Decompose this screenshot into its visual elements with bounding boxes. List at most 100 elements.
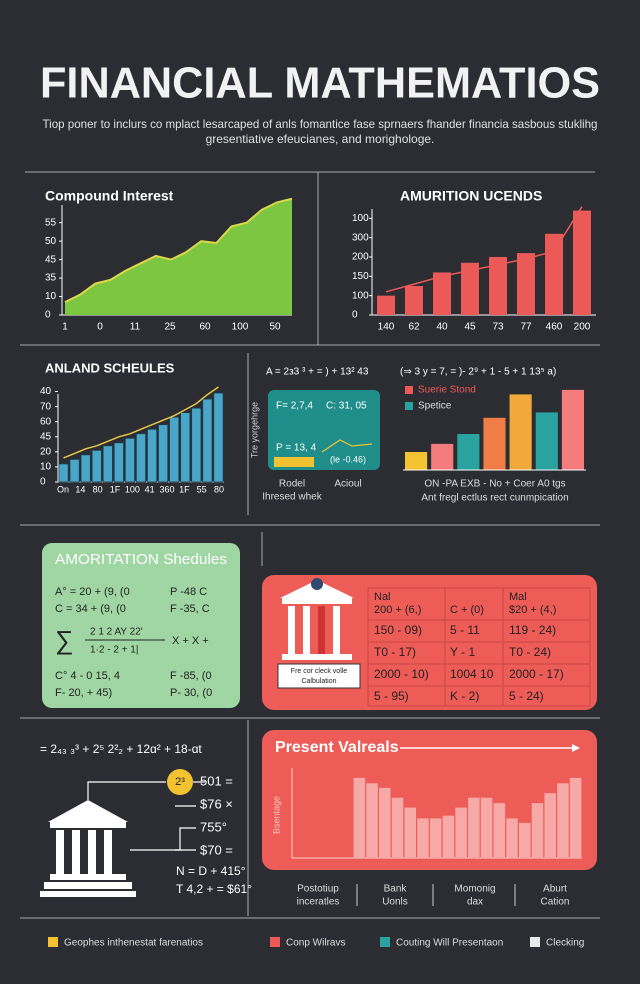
caption-dividers [356,884,516,906]
y-tick-label: 0 [352,310,358,321]
badge [167,769,193,795]
x-tick-label: 40 [436,322,448,333]
x-tick-label: 25 [164,322,176,333]
y-tick-label: 55 [45,217,57,228]
title-arrow-head [572,744,580,752]
bar [353,777,366,858]
decor-bar [274,457,314,467]
area-edge [64,197,293,303]
bar [561,389,584,470]
formula: X + X + [172,635,209,647]
x-tick-label: 45 [464,322,476,333]
caption-card [277,663,361,689]
bar [468,797,480,858]
caption: Ant fregl ectlus rect cunmpication [421,493,568,504]
formula-item: (le -0.46) [330,454,366,464]
x-tick-label: 14 [75,484,85,494]
bar [531,803,544,858]
legend-swatch [48,937,58,947]
bar [113,442,124,483]
x-tick-label: 1 [62,322,68,333]
caption: Uonls [382,897,408,908]
formula: F- 20, + 45) [55,687,112,699]
caption: Postotiup [297,884,339,895]
y-tick-label: 70 [40,401,52,412]
panel-title: Compound Interest [45,188,174,204]
formula: 1·2 - 2 + 1| [90,645,138,656]
bar [573,210,591,315]
table-cell: 2000 - 10) [374,667,429,681]
bar [202,398,213,483]
x-tick-label: 100 [125,484,140,494]
bar [442,815,455,858]
bar [405,452,428,470]
x-tick-label: 80 [93,484,103,494]
y-tick-label: 50 [45,236,57,247]
table-header: Mal [509,591,527,603]
x-tick-label: 80 [214,484,224,494]
bar [544,793,556,858]
table-cell: T0 - 24) [509,645,551,659]
bar [433,272,451,315]
x-tick-label: 55 [197,484,207,494]
caption: Ihresed whek [262,492,322,503]
table-header: Nal [374,591,391,603]
formula: F -35, C [170,603,210,615]
table-cell: K - 2) [450,689,479,703]
formula: = 2₄₃ ₃³ + 2⁵ 2²₂ + 12ɑ² + 18-ɑt [40,742,202,756]
formula: C = 34 + (9, (0 [55,603,126,615]
caption: dax [467,897,483,908]
y-tick-label: 0 [45,310,51,321]
bar [58,463,69,483]
y-tick-label: 100 [352,290,369,301]
bar [91,449,102,483]
panel-title: Present Valreals [275,739,399,756]
bar [147,428,158,483]
table-cell: T0 - 17) [374,645,416,659]
y-tick-label: 10 [45,291,57,302]
subtitle: gresentiative efeucianes, and morigholog… [206,132,435,146]
y-tick-label: 40 [40,386,52,397]
formula: A = 2з3 ³ + = ) + 13² 43 [266,367,369,378]
panel-title: ANLAND SCHEULES [45,360,175,375]
bar [417,818,429,858]
bar [517,253,535,315]
bar [455,807,467,858]
table-header: 200 + (6,) [374,604,421,616]
caption: inceratles [297,897,340,908]
formula: F -85, (0 [170,670,212,682]
bar [535,412,558,470]
bar [80,454,91,483]
table-cell: 5 - 24) [509,689,544,703]
y-tick-label: 200 [352,252,369,263]
x-tick-label: 460 [546,322,563,333]
legend-label: Couting Will Presentaon [396,938,503,949]
table-header: $20 + (4,) [509,604,556,616]
bar [518,822,531,858]
formula: (⇒ 3 y = 7, = )- 2⁹ + 1 - 5 + 1 13⁵ a) [400,367,556,378]
x-tick-label: 50 [269,322,281,333]
legend-swatch [380,937,390,947]
caption: Rodel [279,479,305,490]
legend-label: Conp Wilravs [286,938,345,949]
panel-title: AMORITATION Shedules [55,551,227,568]
legend-label: Suerie Stond [418,385,476,396]
formula: P -48 C [170,586,207,598]
legend-label: Geophes inthenestat farenatios [64,938,203,949]
trend-line [63,386,219,459]
formula-item: F= 2,7,4 [276,401,313,412]
bar [509,394,532,470]
bar [366,783,378,858]
x-tick-label: 73 [492,322,504,333]
bar [545,233,563,315]
formula: $76 × [200,796,233,811]
flow-arrows [87,781,205,851]
bar [569,777,582,858]
x-tick-label: 60 [199,322,211,333]
caption: Aburt [543,884,567,895]
formula: A° = 20 + (9, (0 [55,586,130,598]
bank-icon [40,800,136,897]
badge-label: 2³ [175,776,185,788]
axis-label: Bsentage [271,796,281,834]
x-tick-label: 200 [574,322,591,333]
